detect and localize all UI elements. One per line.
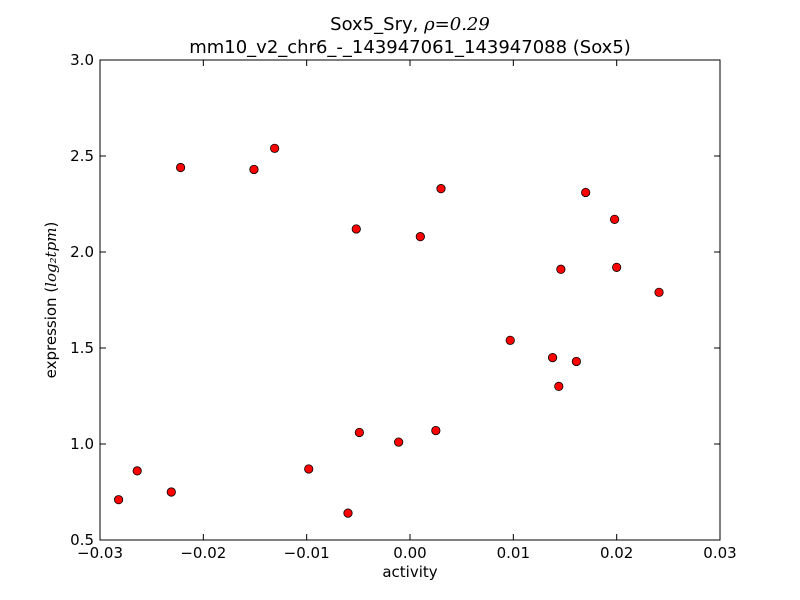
x-tick-label: −0.01 [284,544,330,562]
y-axis-label-suffix: ) [42,222,60,228]
y-axis-label-prefix: expression ( [42,287,60,379]
x-tick-label: 0.01 [497,544,530,562]
data-point [547,352,558,363]
x-tick-label: −0.03 [77,544,123,562]
y-axis-label: expression (log₂tpm) [42,222,60,379]
data-point [431,425,441,436]
data-point [556,264,566,274]
data-point [270,143,280,153]
y-tick-label: 3.0 [70,51,94,69]
data-point [304,464,314,474]
data-point [612,262,622,272]
y-tick-label: 2.5 [70,147,94,165]
plot-area [99,59,721,541]
data-point [354,427,364,438]
data-point [571,356,581,367]
axis-ticks [99,59,721,541]
y-tick-label: 1.5 [70,339,94,357]
chart-title-line2: mm10_v2_chr6_-_143947061_143947088 (Sox5… [189,37,631,58]
data-point [394,437,404,447]
data-point [166,487,176,497]
data-point [436,184,446,194]
chart-title-line1: Sox5_Sry, ρ=0.29 [330,14,490,35]
y-tick-label: 1.0 [70,435,94,453]
x-tick-label: 0.00 [393,544,426,562]
x-axis-label: activity [382,563,437,581]
data-point [132,466,142,476]
data-point [351,224,361,234]
chart-title-rho: ρ=0.29 [423,14,490,35]
data-point [249,164,259,175]
data-point [581,187,591,198]
chart-title-prefix: Sox5_Sry, [330,14,424,35]
y-axis-label-math: log₂tpm [42,228,60,287]
data-point [554,381,564,391]
data-point [343,508,353,518]
data-point [505,335,515,345]
x-tick-label: 0.02 [600,544,633,562]
data-point [176,162,186,173]
x-tick-label: −0.02 [180,544,226,562]
data-point [654,287,664,297]
y-tick-label: 0.5 [70,531,94,549]
data-point [609,214,620,224]
data-point [415,232,425,242]
data-points [114,143,664,518]
y-tick-label: 2.0 [70,243,94,261]
axis-tick-labels: −0.03 −0.02 −0.01 0.00 0.01 0.02 0.03 0.5 1.0 1.5… [70,51,737,562]
x-tick-label: 0.03 [703,544,736,562]
data-point [114,495,124,505]
